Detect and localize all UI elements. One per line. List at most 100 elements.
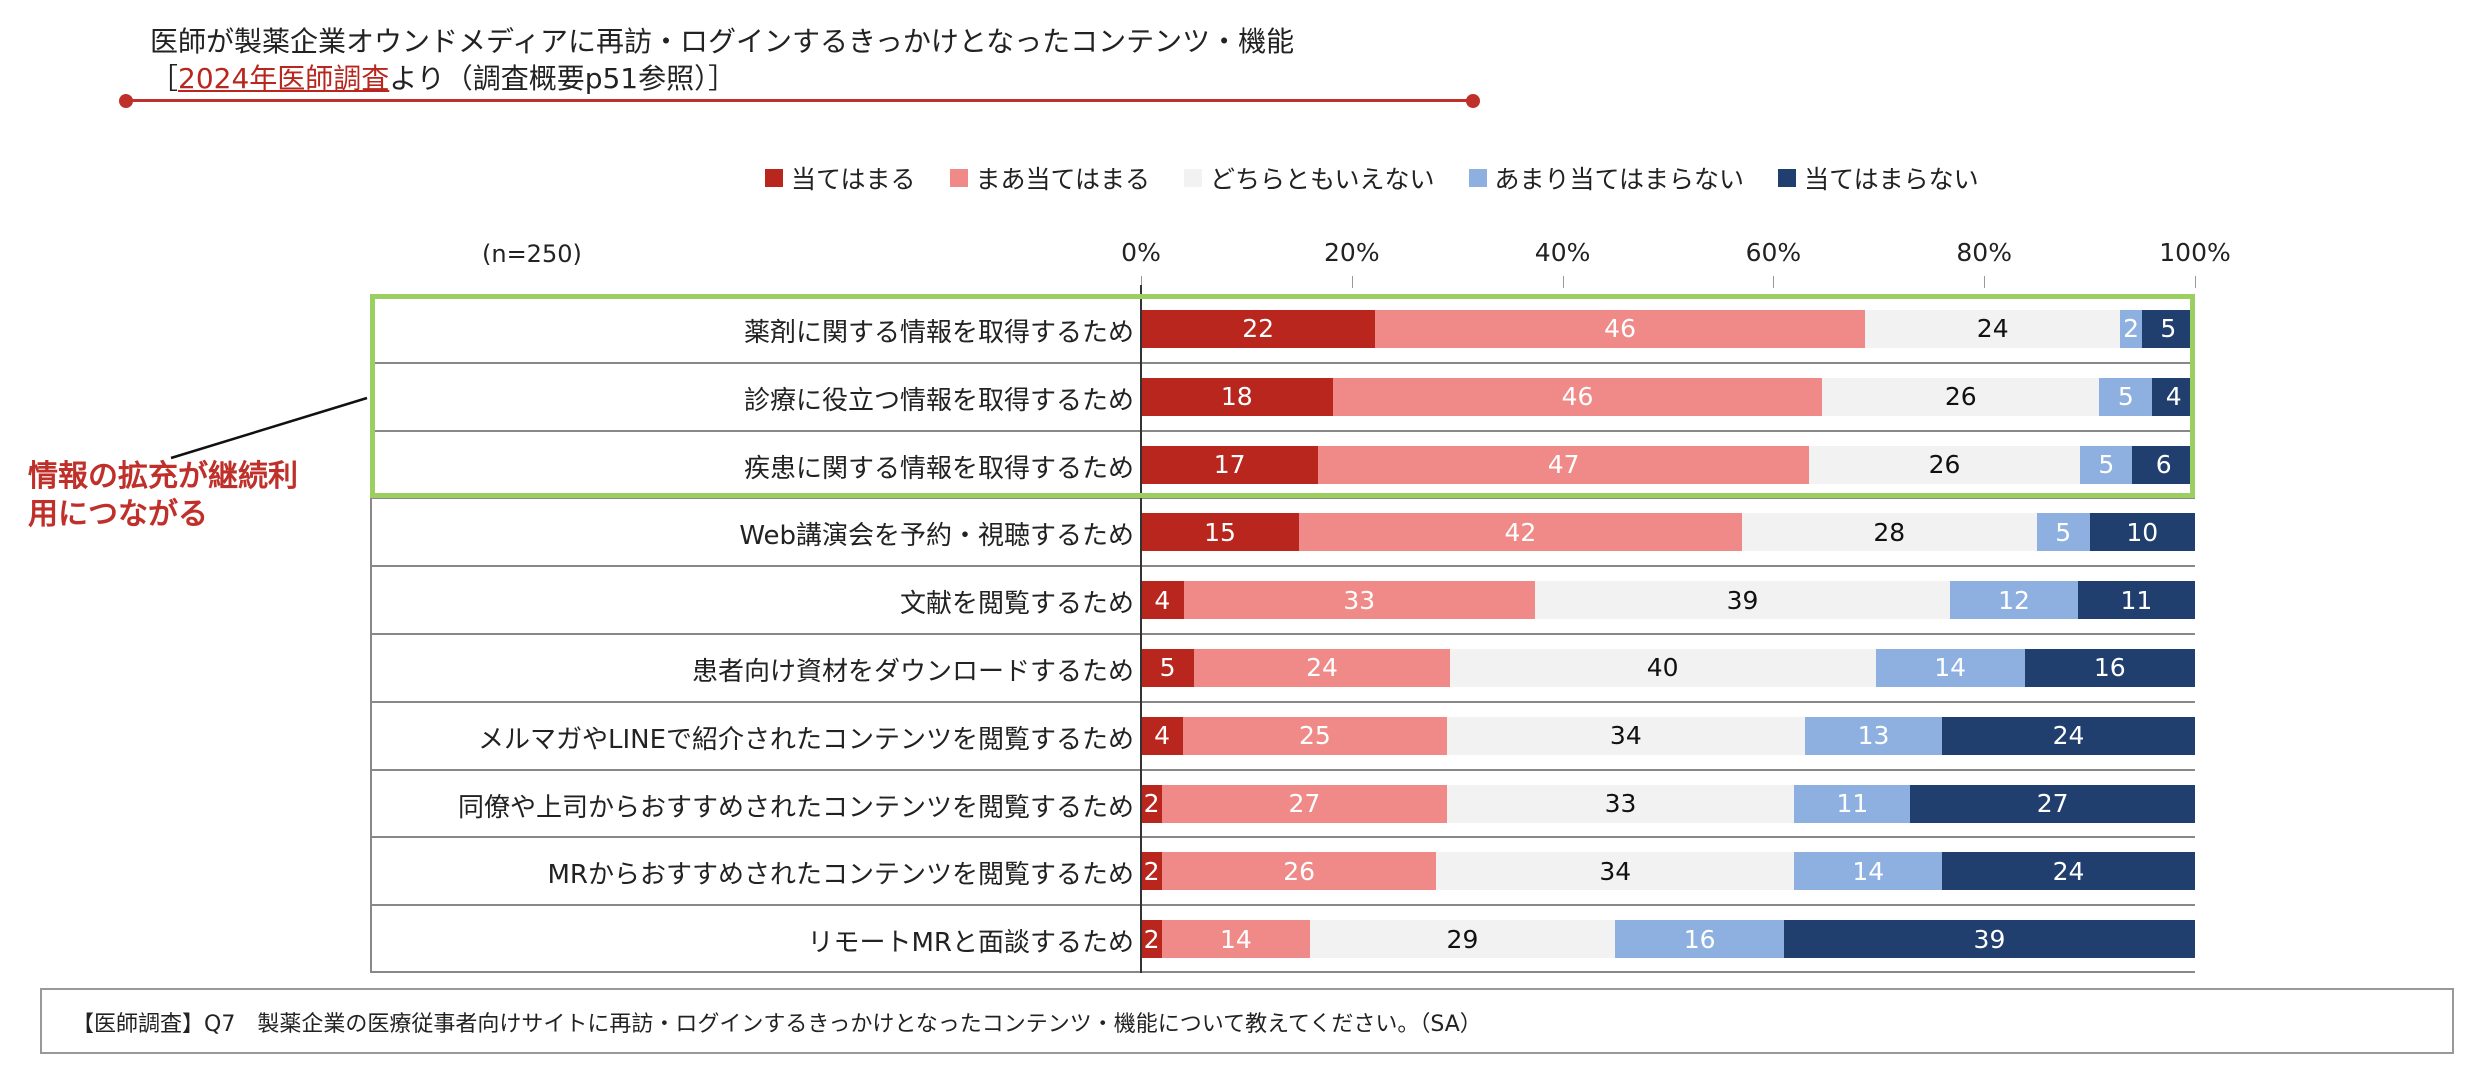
data-label: 28 (1873, 517, 1906, 547)
data-label: 33 (1604, 789, 1637, 818)
title-rule (126, 99, 1473, 102)
bar-segment: 46 (1375, 309, 1865, 348)
data-label: 22 (1242, 314, 1275, 344)
category-label: 患者向け資材をダウンロードするため (691, 656, 1134, 687)
data-label: 13 (1857, 721, 1890, 751)
bar-segment: 40 (1449, 648, 1876, 687)
legend-swatch (1778, 169, 1797, 187)
bar-segment: 26 (1808, 445, 2081, 484)
category-label: 文献を閲覧するため (899, 589, 1134, 620)
data-label: 5 (2055, 517, 2072, 547)
data-label: 25 (1299, 721, 1331, 751)
bar-segment: 2 (1141, 920, 1163, 959)
data-label: 46 (1604, 314, 1636, 344)
category-label: 診療に役立つ情報を取得するため (743, 385, 1134, 416)
data-label: 5 (2117, 382, 2134, 412)
row-divider (370, 361, 2195, 364)
category-label: MRからおすすめされたコンテンツを閲覧するため (547, 860, 1135, 891)
x-tick-mark (1351, 276, 1353, 288)
row-divider (370, 700, 2195, 703)
connector-line (170, 396, 368, 460)
bar-segment: 22 (1141, 309, 1376, 348)
data-label: 46 (1561, 382, 1594, 412)
x-tick-mark (2195, 276, 2196, 288)
x-tick-label: 60% (1745, 238, 1802, 267)
legend-label: 当てはまる (791, 165, 916, 194)
data-label: 2 (1143, 789, 1160, 818)
data-label: 12 (1998, 585, 2030, 615)
legend-item: まあ当てはまる (949, 160, 1150, 196)
data-label: 24 (2052, 856, 2085, 886)
bar-segment: 39 (1783, 920, 2195, 959)
data-label: 39 (1973, 924, 2006, 954)
bar-segment: 33 (1183, 581, 1535, 620)
bar-segment: 14 (1794, 852, 1943, 891)
bar-segment: 16 (2024, 648, 2195, 687)
bar-segment: 5 (1141, 648, 1195, 687)
bar-segment: 14 (1875, 648, 2025, 687)
bar-segment: 46 (1332, 377, 1823, 416)
bar-segment: 4 (1141, 581, 1184, 620)
chart-title: 医師が製薬企業オウンドメディアに再訪・ログインするきっかけとなったコンテンツ・機… (150, 25, 1295, 58)
bar-segment: 2 (2120, 309, 2142, 348)
data-label: 4 (1154, 585, 1171, 615)
bar-segment: 24 (1942, 852, 2195, 891)
bar-segment: 6 (2132, 445, 2195, 484)
data-label: 5 (2098, 450, 2115, 479)
bar-segment: 33 (1446, 784, 1795, 823)
bar-segment: 27 (1162, 784, 1447, 823)
source-link[interactable]: 2024年医師調査 (178, 62, 390, 95)
data-label: 10 (2126, 517, 2159, 547)
zero-axis (1140, 285, 1142, 973)
bar-segment: 42 (1299, 513, 1742, 552)
data-label: 26 (1283, 856, 1315, 886)
legend-swatch (765, 169, 783, 187)
bar-segment: 5 (2036, 513, 2090, 552)
bar-segment: 4 (2152, 377, 2195, 416)
bar-segment: 5 (2099, 377, 2153, 416)
row-divider (370, 497, 2195, 500)
data-label: 14 (1852, 856, 1885, 886)
data-label: 18 (1220, 382, 1253, 412)
x-tick-label: 80% (1956, 238, 2012, 267)
bar-segment: 2 (1141, 852, 1163, 891)
data-label: 5 (1159, 653, 1176, 683)
bar-segment: 26 (1162, 852, 1437, 891)
category-label: 疾患に関する情報を取得するため (743, 453, 1134, 484)
data-label: 27 (2036, 789, 2069, 818)
data-label: 2 (1143, 924, 1160, 954)
legend-item: 当てはまる (765, 160, 916, 196)
x-tick-label: 0% (1121, 238, 1161, 267)
category-label: 薬剤に関する情報を取得するため (743, 317, 1134, 348)
row-divider (370, 565, 2195, 568)
x-tick-mark (1984, 276, 1986, 288)
bar-segment: 11 (1794, 784, 1911, 823)
bar-segment: 14 (1162, 920, 1310, 959)
data-label: 16 (2093, 653, 2126, 683)
bar-segment: 27 (1910, 784, 2195, 823)
data-label: 11 (1836, 789, 1869, 818)
bar-segment: 5 (2141, 309, 2195, 348)
legend-item: あまり当てはまらない (1468, 160, 1744, 196)
data-label: 24 (1306, 653, 1338, 683)
data-label: 5 (2160, 314, 2177, 344)
row-divider (370, 904, 2195, 907)
data-label: 33 (1343, 585, 1376, 615)
bar-segment: 25 (1183, 716, 1447, 755)
annotation-line-1: 情報の拡充が継続利 (28, 459, 298, 494)
x-tick-mark (1562, 276, 1564, 288)
subtitle-rest: より（調査概要p51参照）］ (389, 62, 737, 95)
bar-segment: 13 (1805, 716, 1943, 755)
legend-swatch (1184, 169, 1203, 187)
data-label: 26 (1928, 450, 1961, 479)
bar-segment: 34 (1436, 852, 1795, 891)
bar-segment: 26 (1822, 377, 2100, 416)
annotation-line-2: 用につながる (28, 497, 208, 532)
bar-segment: 24 (1194, 648, 1450, 687)
data-label: 24 (2052, 721, 2085, 751)
bar-segment: 17 (1141, 445, 1319, 484)
data-label: 14 (1934, 653, 1967, 683)
data-label: 42 (1504, 517, 1537, 547)
x-tick-mark (1773, 276, 1775, 288)
